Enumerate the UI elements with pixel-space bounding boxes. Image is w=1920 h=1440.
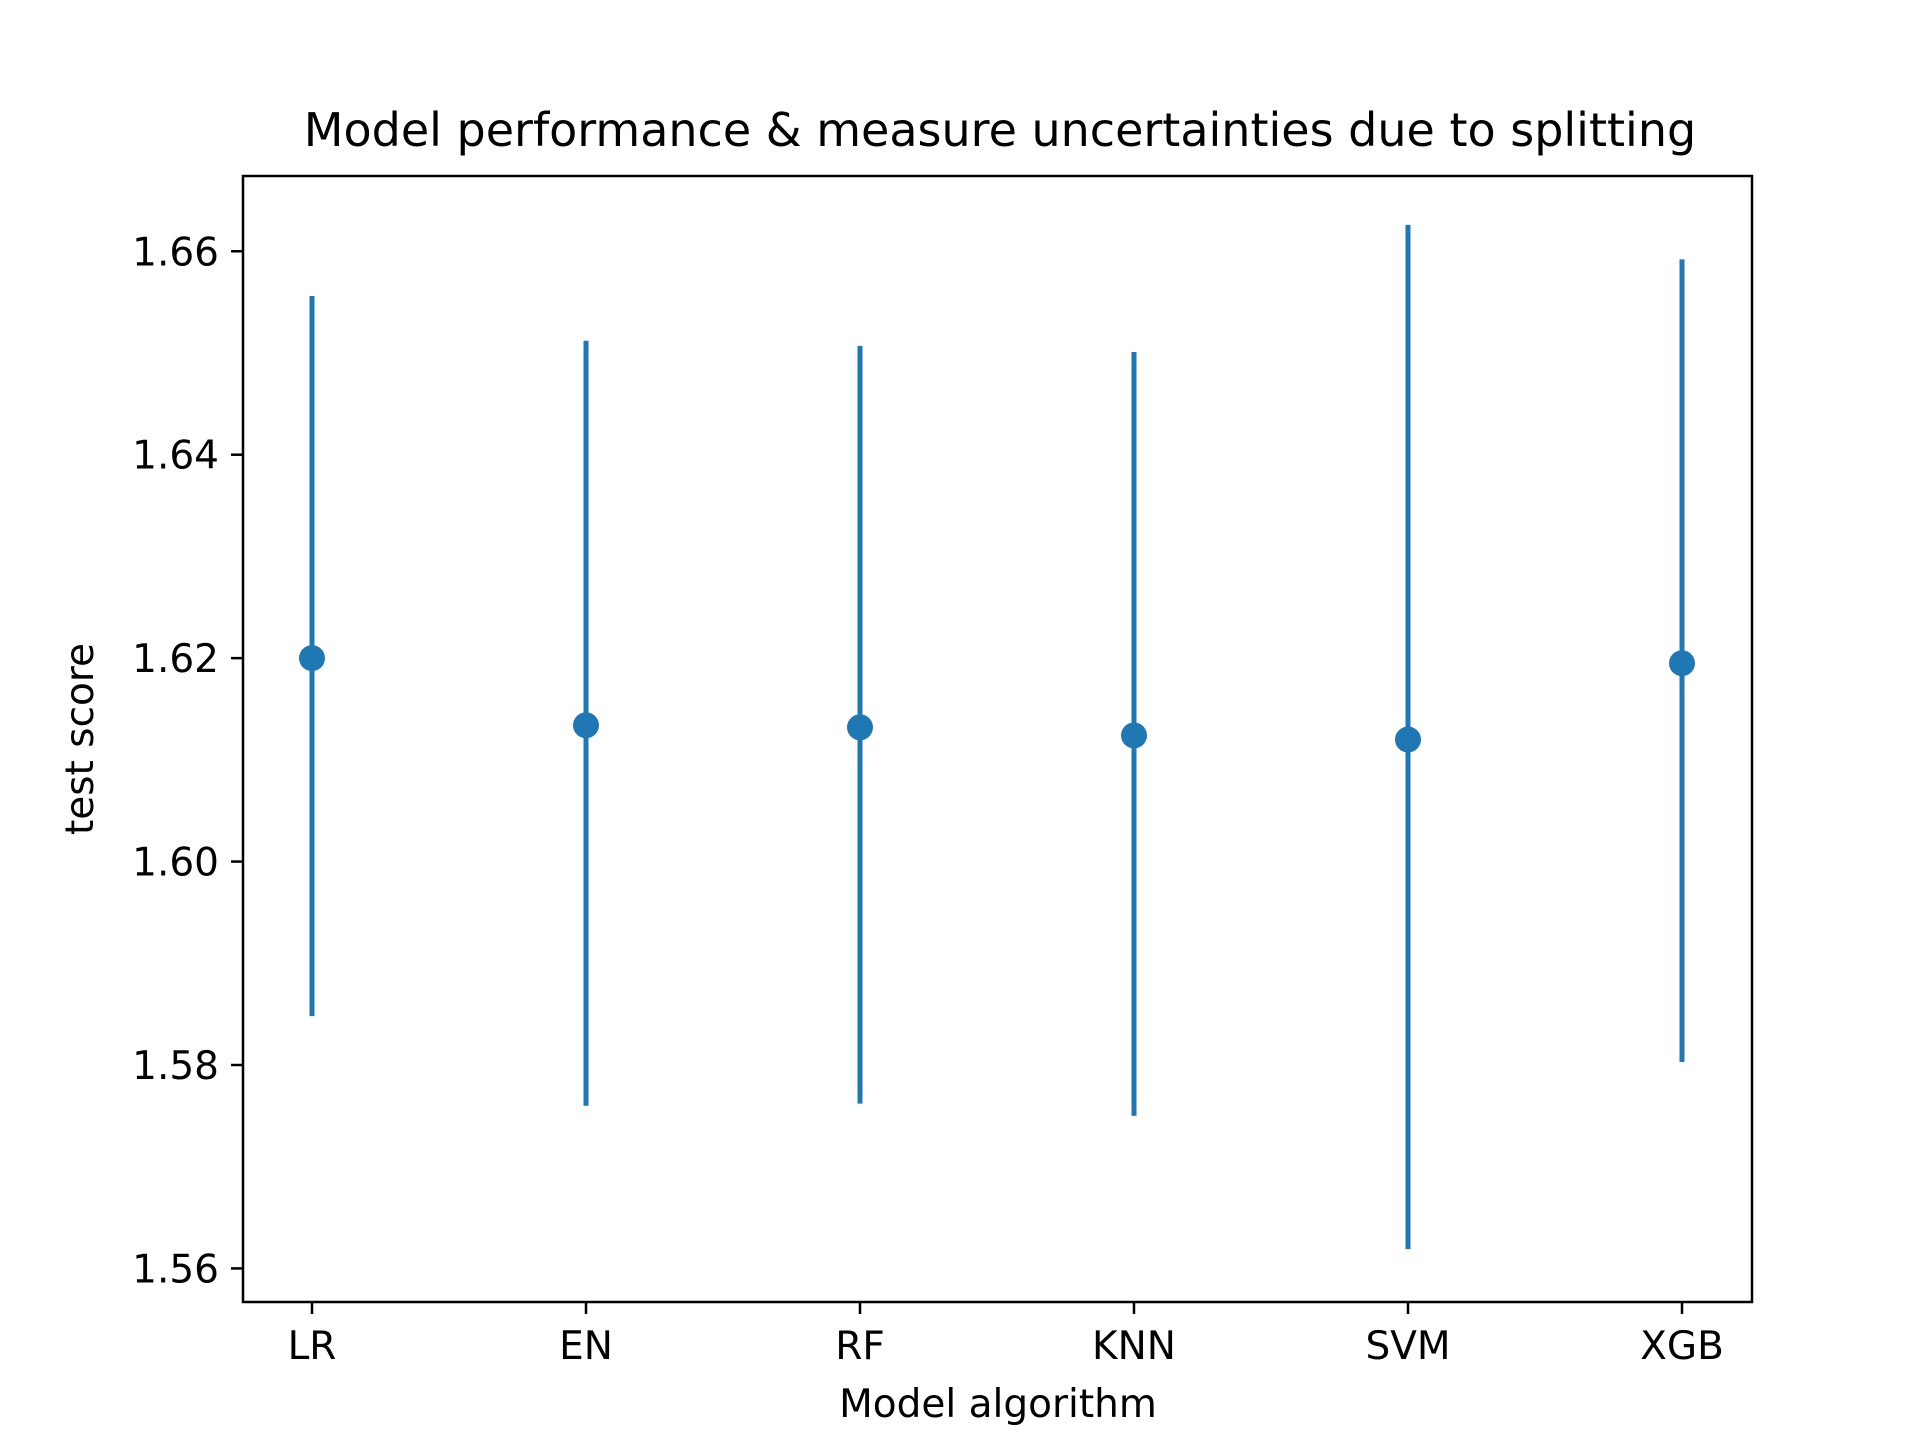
x-tick-label: LR: [288, 1324, 337, 1369]
plot-area: [299, 224, 1695, 1250]
y-tick-label: 1.60: [132, 841, 219, 886]
y-tick-label: 1.56: [132, 1247, 219, 1292]
data-point-knn: [1121, 722, 1147, 749]
axes-frame: [241, 174, 1754, 1304]
data-point-en: [573, 712, 599, 739]
x-tick-label: XGB: [1640, 1324, 1724, 1369]
x-tick-label: KNN: [1092, 1324, 1176, 1369]
y-axis: 1.56 1.58 1.60 1.62 1.64 1.66: [132, 230, 243, 1292]
data-point-xgb: [1669, 650, 1695, 677]
x-tick-label: EN: [559, 1324, 613, 1369]
y-tick-label: 1.62: [132, 637, 219, 682]
data-point-rf: [847, 714, 873, 741]
data-point-svm: [1395, 726, 1421, 753]
y-tick-label: 1.64: [132, 434, 219, 479]
x-tick-label: RF: [835, 1324, 885, 1369]
x-axis-label: Model algorithm: [839, 1382, 1157, 1427]
y-axis-label: test score: [58, 643, 103, 835]
x-tick-label: SVM: [1365, 1324, 1450, 1369]
x-axis: LR EN RF KNN SVM XGB: [288, 1302, 1724, 1369]
y-tick-label: 1.58: [132, 1044, 219, 1089]
data-point-lr: [299, 645, 325, 672]
chart-title: Model performance & measure uncertaintie…: [304, 103, 1696, 157]
y-tick-label: 1.66: [132, 230, 219, 275]
